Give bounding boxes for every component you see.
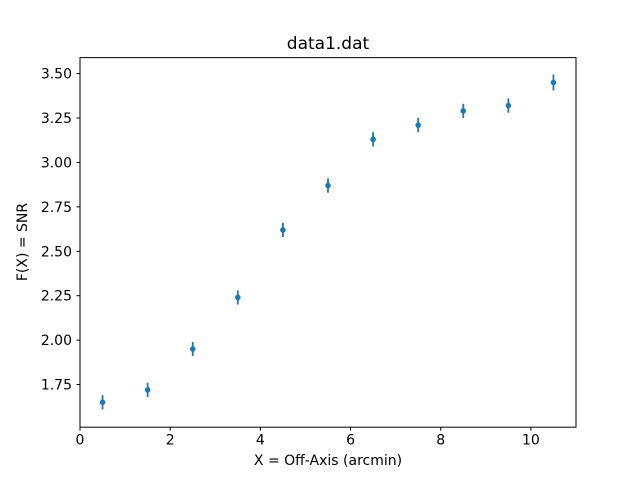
y-tick-label: 3.00	[41, 155, 72, 171]
axes-frame	[79, 57, 577, 428]
x-axis-label: X = Off-Axis (arcmin)	[253, 453, 403, 469]
x-tick-label: 2	[166, 433, 175, 449]
data-point	[280, 227, 286, 233]
data-point	[370, 136, 376, 143]
data-point	[235, 294, 241, 301]
x-tick-label: 6	[346, 433, 355, 449]
x-tick-label: 10	[522, 433, 540, 449]
data-point	[325, 182, 331, 189]
y-tick-label: 2.75	[41, 200, 72, 216]
data-point	[144, 387, 151, 393]
chart-title: data1.dat	[286, 34, 370, 54]
data-point	[460, 108, 467, 114]
data-point	[505, 102, 512, 109]
data-point	[189, 346, 196, 352]
data-point	[99, 399, 106, 406]
y-tick-label: 2.00	[41, 333, 72, 349]
y-tick-label: 3.50	[41, 67, 72, 83]
y-axis-label: F(X) = SNR	[15, 202, 31, 282]
data-point	[415, 122, 421, 128]
y-tick-label: 3.25	[41, 111, 72, 127]
y-tick-label: 2.50	[41, 244, 72, 260]
x-tick-label: 8	[436, 433, 445, 449]
x-tick-label: 0	[76, 433, 85, 449]
y-tick-label: 1.75	[41, 378, 72, 394]
x-tick-label: 4	[256, 433, 265, 449]
y-tick-label: 2.25	[41, 289, 72, 305]
data-point	[550, 79, 557, 86]
